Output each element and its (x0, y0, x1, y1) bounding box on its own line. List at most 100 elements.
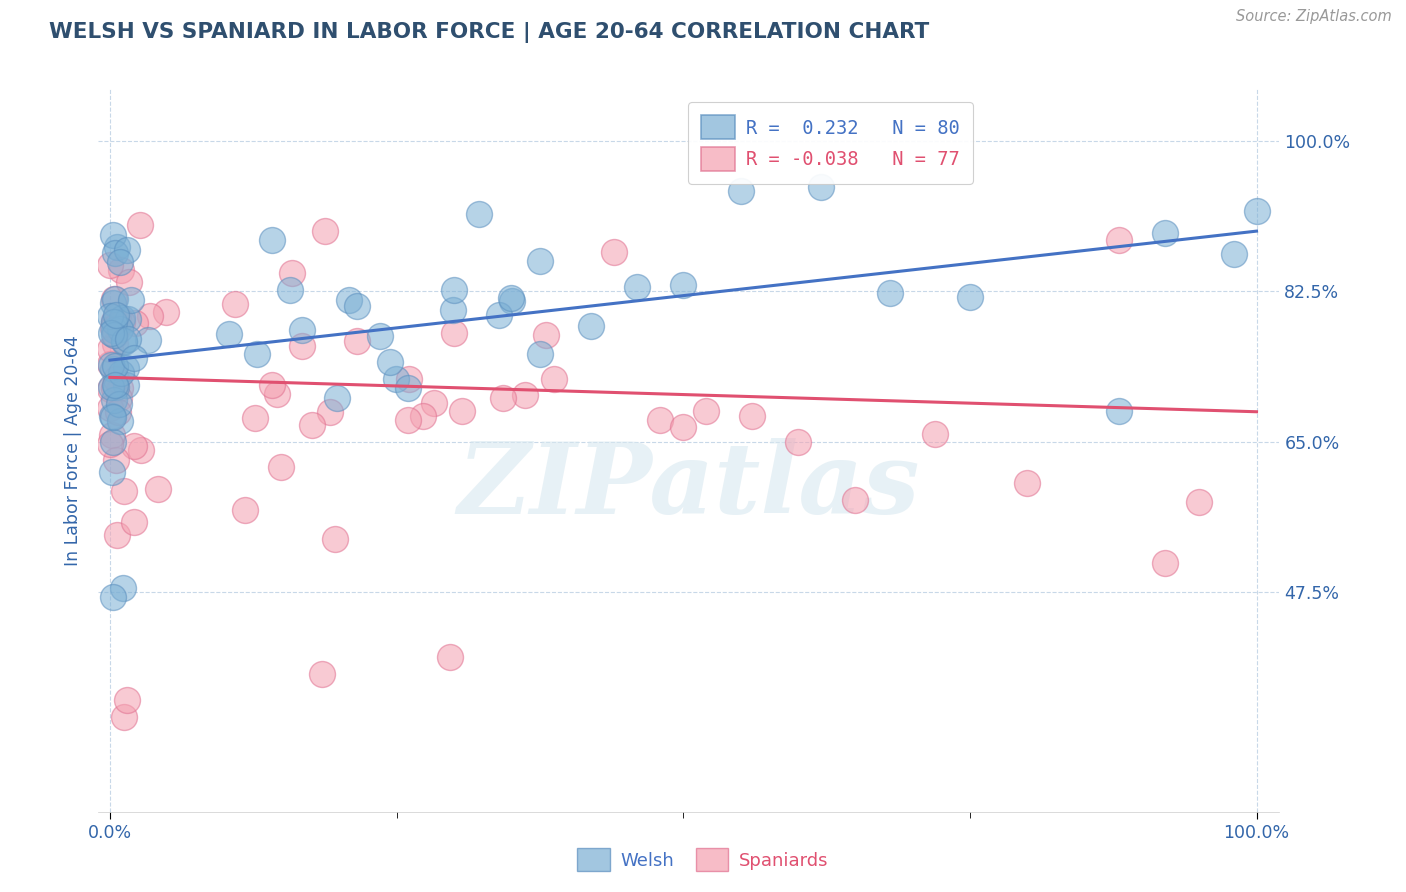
Point (100, 401, 122, 415)
Point (103, 227, 125, 242)
Point (103, 315, 125, 329)
Point (266, 387, 288, 401)
Point (117, 312, 139, 326)
Point (1153, 226, 1175, 240)
Point (346, 334, 368, 348)
Point (111, 581, 134, 595)
Point (439, 649, 461, 664)
Point (810, 179, 832, 194)
Point (879, 285, 901, 300)
Point (1222, 246, 1244, 260)
Point (468, 207, 491, 221)
Point (423, 396, 446, 410)
Point (122, 351, 145, 366)
Point (1108, 403, 1130, 417)
Point (730, 184, 752, 198)
Point (139, 309, 162, 323)
Point (384, 372, 406, 386)
Point (398, 372, 420, 386)
Point (103, 392, 125, 407)
Point (443, 283, 465, 297)
Point (441, 303, 464, 318)
Point (103, 293, 125, 307)
Point (318, 405, 340, 419)
Point (110, 322, 132, 336)
Point (155, 305, 177, 319)
Point (104, 359, 127, 374)
Point (844, 492, 866, 507)
Point (626, 280, 648, 294)
Point (98, 309, 121, 323)
Point (105, 318, 128, 333)
Point (337, 293, 360, 308)
Point (108, 254, 131, 268)
Point (98, 258, 121, 272)
Point (110, 263, 132, 277)
Point (108, 414, 131, 428)
Point (280, 266, 302, 280)
Point (104, 336, 127, 351)
Point (105, 527, 128, 541)
Point (370, 328, 392, 343)
Point (107, 405, 129, 419)
Point (529, 254, 551, 268)
Point (786, 434, 808, 449)
Point (117, 243, 139, 257)
Point (443, 326, 465, 340)
Point (543, 372, 565, 386)
Point (112, 334, 135, 349)
Point (122, 439, 145, 453)
Point (105, 371, 128, 385)
Point (98, 343, 121, 357)
Point (101, 296, 124, 310)
Point (301, 418, 323, 433)
Point (224, 297, 246, 311)
Point (603, 245, 626, 260)
Point (104, 378, 127, 392)
Point (103, 327, 125, 342)
Text: WELSH VS SPANIARD IN LABOR FORCE | AGE 20-64 CORRELATION CHART: WELSH VS SPANIARD IN LABOR FORCE | AGE 2… (49, 22, 929, 44)
Point (260, 233, 283, 247)
Point (105, 452, 128, 467)
Point (270, 460, 292, 475)
Point (243, 411, 266, 425)
Point (1188, 495, 1211, 509)
Point (1017, 476, 1039, 491)
Point (672, 420, 695, 434)
Point (396, 381, 419, 395)
Point (1153, 557, 1175, 571)
Point (129, 442, 152, 457)
Point (103, 323, 125, 337)
Point (120, 293, 142, 308)
Point (501, 293, 523, 308)
Point (260, 378, 283, 392)
Point (741, 409, 763, 423)
Point (695, 403, 717, 417)
Point (1108, 233, 1130, 247)
Point (492, 391, 515, 405)
Point (101, 466, 124, 480)
Point (959, 290, 981, 304)
Point (112, 483, 135, 498)
Point (101, 409, 124, 423)
Point (115, 360, 138, 375)
Point (103, 409, 125, 424)
Point (104, 380, 127, 394)
Point (98, 437, 121, 451)
Point (111, 315, 134, 329)
Point (378, 354, 401, 368)
Point (100, 380, 122, 394)
Point (104, 246, 127, 260)
Text: ZIPatlas: ZIPatlas (458, 438, 920, 535)
Point (112, 710, 135, 724)
Point (148, 482, 170, 496)
Point (136, 333, 159, 347)
Point (529, 347, 551, 361)
Point (104, 308, 127, 322)
Point (103, 313, 125, 327)
Point (107, 310, 129, 324)
Point (115, 378, 138, 392)
Point (103, 381, 125, 395)
Point (108, 391, 131, 405)
Point (326, 392, 349, 406)
